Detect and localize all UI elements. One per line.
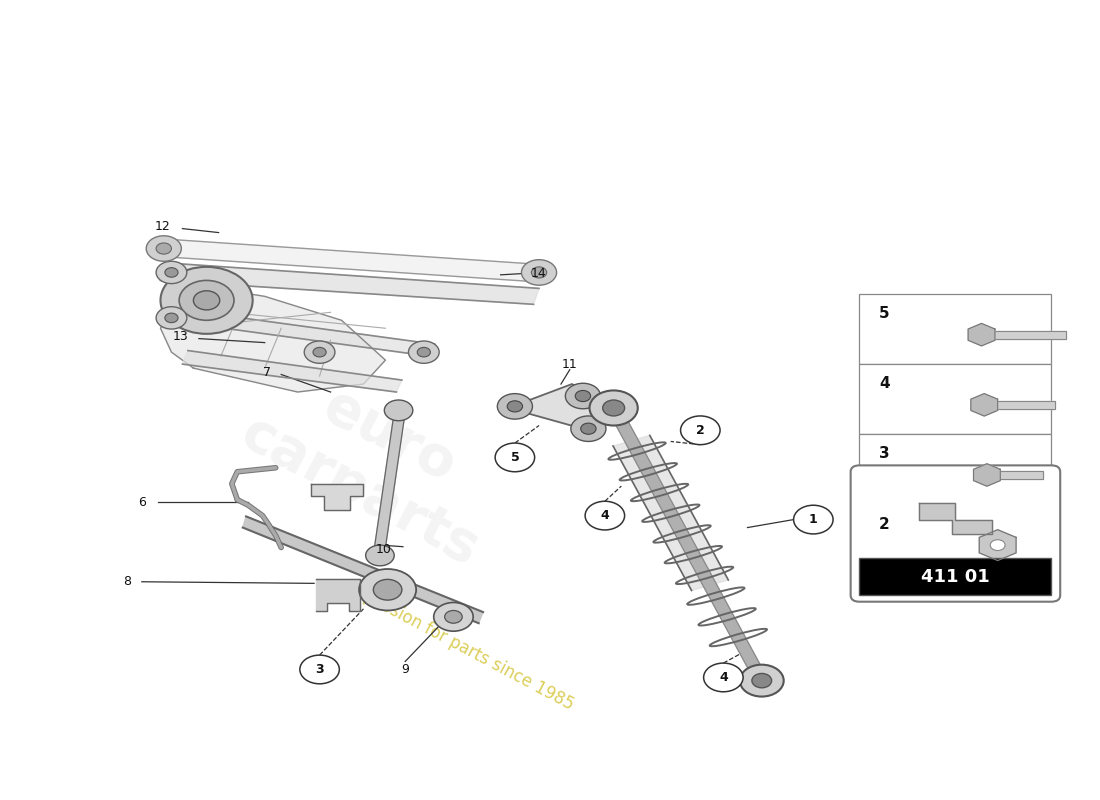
Circle shape	[507, 401, 522, 412]
Bar	[859, 558, 1052, 595]
Circle shape	[497, 394, 532, 419]
Text: 4: 4	[719, 671, 728, 684]
Text: euro
carparts: euro carparts	[232, 351, 517, 577]
Circle shape	[373, 579, 402, 600]
Circle shape	[365, 545, 394, 566]
Circle shape	[300, 655, 339, 684]
Text: 8: 8	[123, 575, 132, 588]
Text: 2: 2	[879, 517, 890, 531]
Text: 9: 9	[402, 663, 409, 676]
Polygon shape	[374, 420, 404, 547]
Polygon shape	[974, 464, 1000, 486]
Circle shape	[752, 674, 771, 688]
Polygon shape	[981, 330, 1066, 338]
Circle shape	[571, 416, 606, 442]
Circle shape	[704, 663, 744, 692]
Circle shape	[793, 506, 833, 534]
Circle shape	[531, 267, 547, 278]
Circle shape	[417, 347, 430, 357]
Text: 3: 3	[879, 446, 890, 462]
Polygon shape	[984, 401, 1055, 409]
Bar	[859, 505, 1052, 574]
Polygon shape	[613, 435, 728, 590]
Polygon shape	[183, 350, 402, 392]
Polygon shape	[166, 308, 434, 356]
Text: 7: 7	[263, 366, 271, 378]
Circle shape	[444, 610, 462, 623]
Circle shape	[146, 236, 182, 262]
Circle shape	[521, 260, 557, 286]
Circle shape	[565, 383, 601, 409]
Circle shape	[681, 416, 720, 445]
Circle shape	[165, 268, 178, 278]
Circle shape	[495, 443, 535, 472]
Circle shape	[305, 341, 334, 363]
Circle shape	[585, 502, 625, 530]
Circle shape	[433, 602, 473, 631]
Text: 4: 4	[879, 376, 890, 391]
Polygon shape	[979, 530, 1016, 561]
Polygon shape	[317, 579, 360, 611]
Polygon shape	[311, 484, 363, 510]
Circle shape	[990, 540, 1005, 550]
Circle shape	[590, 390, 638, 426]
Circle shape	[581, 423, 596, 434]
Circle shape	[156, 243, 172, 254]
Circle shape	[194, 290, 220, 310]
Polygon shape	[968, 323, 994, 346]
Circle shape	[161, 267, 253, 334]
Text: a passion for parts since 1985: a passion for parts since 1985	[348, 580, 578, 714]
Text: 14: 14	[531, 266, 547, 280]
Circle shape	[603, 400, 625, 416]
Text: 2: 2	[696, 424, 705, 437]
Text: 10: 10	[375, 542, 392, 555]
Circle shape	[384, 400, 412, 421]
Text: 5: 5	[879, 306, 890, 321]
Polygon shape	[161, 239, 541, 282]
Circle shape	[408, 341, 439, 363]
Text: 4: 4	[601, 509, 609, 522]
Circle shape	[165, 313, 178, 322]
Circle shape	[359, 569, 416, 610]
Circle shape	[156, 306, 187, 329]
Text: 12: 12	[155, 220, 170, 233]
Polygon shape	[607, 406, 768, 682]
Text: 6: 6	[138, 495, 146, 509]
Circle shape	[314, 347, 327, 357]
Circle shape	[179, 281, 234, 320]
Text: 3: 3	[316, 663, 323, 676]
Polygon shape	[918, 503, 992, 534]
Bar	[859, 294, 1052, 364]
Text: 5: 5	[510, 451, 519, 464]
Text: 411 01: 411 01	[921, 568, 990, 586]
Polygon shape	[971, 394, 998, 416]
Circle shape	[156, 262, 187, 284]
Polygon shape	[243, 516, 483, 623]
FancyBboxPatch shape	[850, 466, 1060, 602]
Circle shape	[575, 390, 591, 402]
Circle shape	[740, 665, 783, 697]
Text: 1: 1	[808, 513, 817, 526]
Text: 13: 13	[173, 330, 188, 342]
Polygon shape	[161, 263, 539, 304]
Polygon shape	[508, 384, 611, 430]
Text: 11: 11	[562, 358, 578, 370]
Polygon shape	[987, 471, 1044, 479]
Bar	[859, 364, 1052, 434]
Polygon shape	[161, 288, 385, 392]
Bar	[859, 434, 1052, 505]
